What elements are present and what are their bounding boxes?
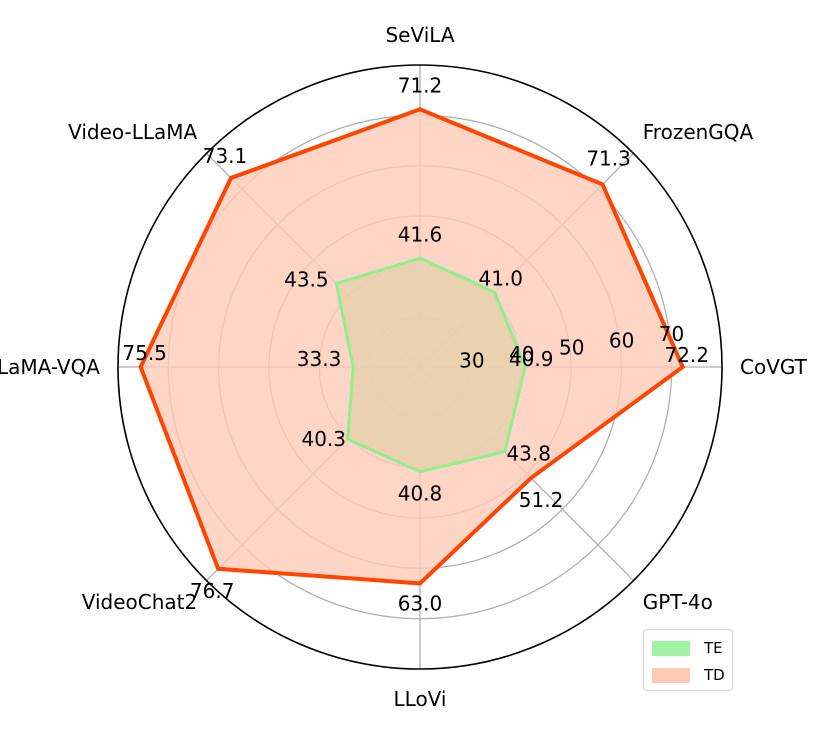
legend: TE TD: [643, 629, 733, 691]
legend-label-te: TE: [704, 639, 723, 657]
series-layer: [138, 107, 686, 586]
value-label-te-5: 40.3: [301, 427, 346, 451]
value-label-te-0: 41.6: [398, 222, 443, 246]
value-label-td-1: 71.3: [586, 146, 631, 170]
value-label-te-4: 40.8: [398, 482, 443, 506]
series-fill-td: [140, 109, 683, 584]
category-label-videochat2: VideoChat2: [82, 590, 198, 614]
category-label-covgt: CoVGT: [740, 355, 808, 379]
legend-swatch-te: [652, 640, 690, 656]
radial-tick-label-40: 40: [509, 342, 534, 366]
radial-tick-label-30: 30: [459, 348, 484, 372]
legend-item-te: TE: [652, 638, 723, 658]
legend-label-td: TD: [704, 666, 725, 684]
category-label-llama-vqa: LLaMA-VQA: [0, 355, 100, 379]
value-label-te-2: 40.9: [509, 347, 554, 371]
category-label-gpt-4o: GPT-4o: [643, 590, 713, 614]
value-label-td-6: 75.5: [122, 341, 167, 365]
radial-tick-label-70: 70: [659, 322, 684, 346]
category-label-llovi: LLoVi: [394, 687, 447, 711]
value-label-td-3: 51.2: [519, 488, 564, 512]
category-label-frozengqa: FrozenGQA: [643, 120, 754, 144]
value-label-td-2: 72.2: [664, 343, 709, 367]
value-label-td-7: 73.1: [203, 144, 248, 168]
value-label-td-5: 76.7: [190, 579, 235, 603]
category-label-video-llama: Video-LLaMA: [68, 120, 197, 144]
legend-swatch-td: [652, 667, 690, 683]
value-label-td-4: 63.0: [398, 591, 443, 615]
legend-item-td: TD: [652, 665, 725, 685]
radial-tick-label-60: 60: [609, 329, 634, 353]
category-label-sevila: SeViLA: [385, 23, 454, 47]
radial-tick-label-50: 50: [559, 335, 584, 359]
value-label-te-6: 33.3: [297, 347, 342, 371]
value-label-te-3: 43.8: [506, 442, 551, 466]
value-label-te-7: 43.5: [284, 267, 329, 291]
outer-frame: [117, 64, 723, 670]
label-layer: 30 40 50 60 70 SeViLA FrozenGQA CoVGT GPT-4o LLoV…: [0, 23, 808, 711]
value-label-te-1: 41.0: [478, 266, 523, 290]
series-line-te: [334, 256, 527, 474]
value-label-td-0: 71.2: [398, 73, 443, 97]
series-line-td: [138, 107, 686, 586]
